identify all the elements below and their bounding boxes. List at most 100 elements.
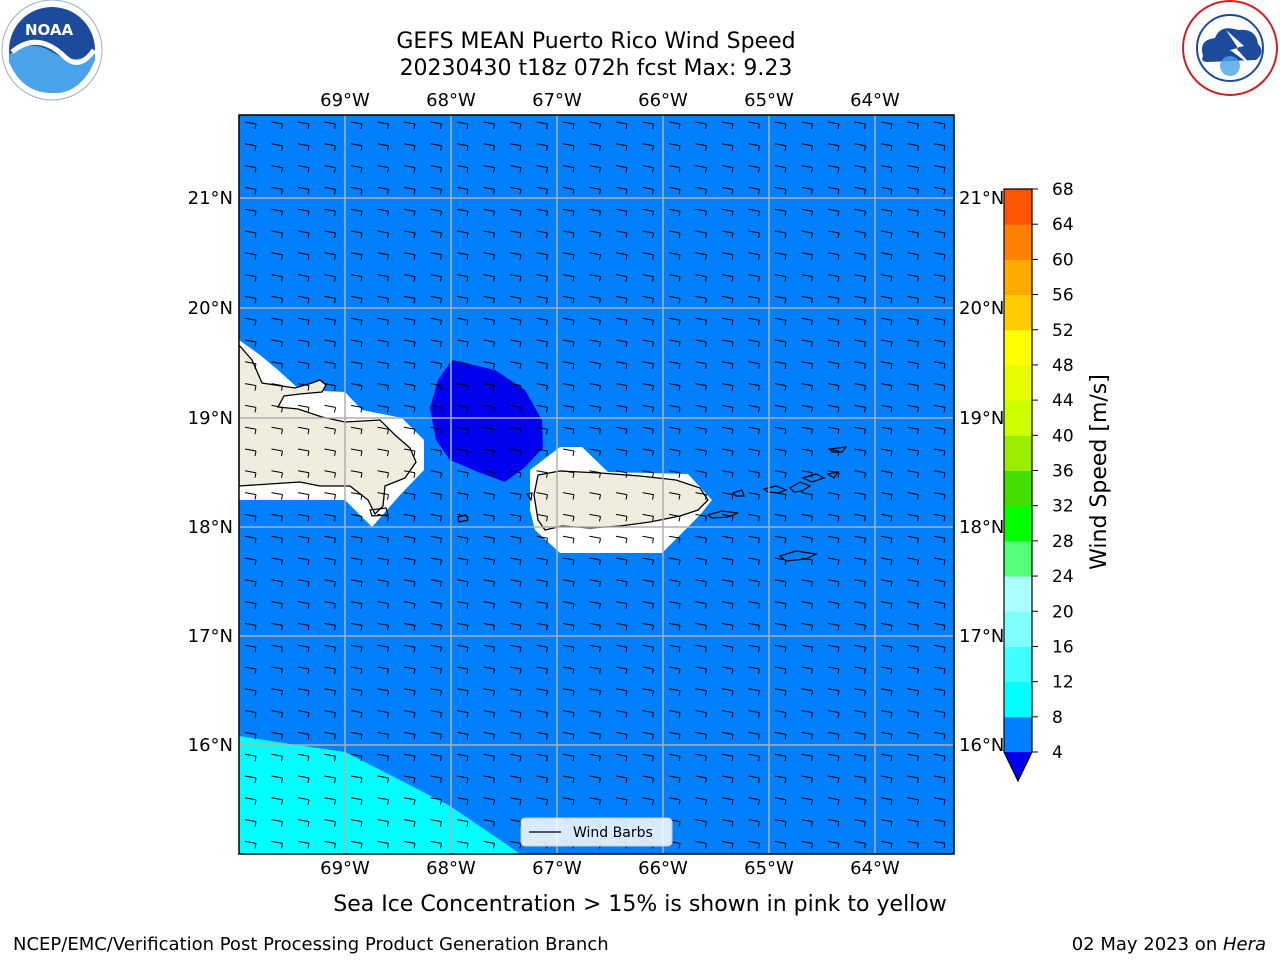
wind-barb	[801, 383, 813, 387]
wind-barb-flag	[731, 363, 734, 369]
colorbar-segment	[1004, 400, 1032, 436]
wind-barb	[536, 557, 548, 561]
wind-barb-flag	[599, 559, 601, 566]
wind-barb	[350, 688, 363, 692]
wind-barb	[774, 601, 787, 605]
wind-barb	[456, 208, 469, 212]
wind-barb	[456, 688, 469, 692]
wind-barb-flag	[758, 668, 760, 675]
wind-barb	[774, 208, 787, 212]
wind-barb-flag	[890, 385, 893, 391]
wind-barb	[721, 775, 734, 779]
wind-barb-flag	[334, 581, 336, 587]
wind-barb-flag	[572, 516, 575, 522]
wind-barb	[297, 361, 310, 365]
wind-barb	[324, 470, 336, 474]
wind-barb-flag	[943, 603, 946, 609]
wind-barb	[748, 121, 760, 125]
wind-barb	[774, 622, 787, 626]
wind-barb	[350, 252, 363, 256]
wind-barb	[403, 186, 416, 190]
wind-barb-flag	[864, 756, 866, 762]
wind-barb-flag	[493, 712, 495, 718]
wind-barb	[562, 252, 575, 256]
wind-barb	[721, 274, 734, 278]
wind-barb-flag	[811, 625, 813, 631]
wind-barb-flag	[387, 123, 389, 130]
wind-barb-flag	[705, 668, 707, 675]
wind-barb	[854, 557, 866, 561]
wind-barb	[668, 165, 681, 169]
wind-barb	[695, 688, 707, 692]
wind-barb	[854, 426, 866, 430]
legend-label: Wind Barbs	[573, 825, 653, 841]
wind-barb	[933, 579, 946, 583]
wind-barb-flag	[519, 167, 522, 173]
footer-date-text: 02 May 2023 on	[1072, 934, 1223, 955]
wind-barb-flag	[678, 472, 681, 478]
wind-barb-flag	[572, 407, 575, 413]
wind-barb	[668, 557, 681, 561]
wind-barb	[562, 317, 575, 321]
wind-barb	[642, 601, 654, 605]
wind-barb-flag	[652, 799, 654, 805]
wind-barb	[854, 819, 866, 823]
wind-barb-flag	[254, 123, 257, 130]
wind-barb-flag	[546, 232, 548, 239]
wind-barb-flag	[652, 581, 654, 587]
wind-barb	[377, 579, 389, 583]
wind-barb	[854, 317, 866, 321]
wind-barb	[562, 165, 575, 169]
wind-barb	[483, 535, 495, 539]
wind-barb-flag	[440, 298, 442, 304]
wind-barb	[880, 797, 893, 801]
wind-barb-flag	[705, 538, 707, 544]
wind-barb-flag	[281, 189, 283, 195]
wind-barb-flag	[493, 494, 495, 500]
wind-barb	[562, 426, 575, 430]
lat-label: 16°N	[959, 735, 1004, 756]
wind-barb-flag	[307, 516, 310, 522]
wind-barb-flag	[413, 690, 416, 696]
wind-barb-flag	[599, 472, 601, 478]
wind-barb-flag	[307, 254, 310, 260]
wind-barb-flag	[784, 407, 787, 413]
wind-barb-flag	[758, 407, 760, 413]
wind-barb	[668, 622, 681, 626]
wind-barb	[668, 753, 681, 757]
colorbar-tick-label: 20	[1052, 602, 1074, 622]
wind-barb	[244, 295, 257, 299]
wind-barb	[377, 644, 389, 648]
wind-barb-flag	[413, 211, 416, 217]
wind-barb-flag	[440, 734, 442, 740]
wind-barb-flag	[837, 276, 840, 282]
wind-barb-flag	[625, 799, 628, 805]
wind-barb-flag	[837, 407, 840, 413]
wind-barb-flag	[360, 712, 363, 718]
footer-date: 02 May 2023 on Hera	[1072, 934, 1266, 955]
wind-barb-flag	[625, 668, 628, 675]
wind-barb	[721, 688, 734, 692]
wind-barb	[880, 601, 893, 605]
wind-barb-flag	[917, 123, 919, 130]
wind-barb-flag	[625, 734, 628, 740]
wind-barb-flag	[943, 472, 946, 478]
wind-barb-flag	[731, 756, 734, 762]
wind-barb	[642, 143, 654, 147]
wind-barb	[615, 317, 628, 321]
wind-barb-flag	[890, 690, 893, 696]
wind-barb	[668, 601, 681, 605]
wind-barb-flag	[387, 799, 389, 805]
wind-barb	[642, 361, 654, 365]
wind-barb	[377, 121, 389, 125]
wind-barb	[509, 775, 522, 779]
wind-barb	[509, 361, 522, 365]
wind-barb-flag	[599, 625, 601, 631]
wind-barb	[721, 557, 734, 561]
wind-barb-flag	[387, 712, 389, 718]
lat-labels-left: 21°N 20°N 19°N 18°N 17°N 16°N	[188, 188, 233, 756]
wind-barb-flag	[519, 363, 522, 369]
wind-barb	[509, 383, 522, 387]
wind-barb	[509, 601, 522, 605]
wind-barb-flag	[334, 799, 336, 805]
